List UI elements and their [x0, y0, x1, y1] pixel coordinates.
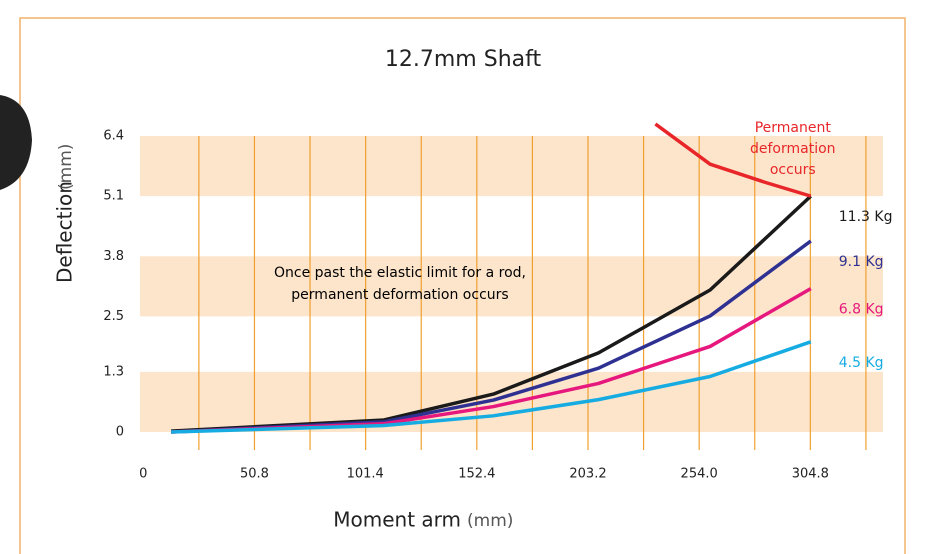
x-tick-label: 0: [139, 467, 147, 482]
series-label: 6.8 Kg: [839, 302, 884, 318]
annotation: Once past the elastic limit for a rod, p…: [245, 262, 555, 306]
series-label: 4.5 Kg: [839, 355, 884, 371]
y-tick-label: 0: [116, 425, 124, 440]
x-tick-label: 203.2: [569, 467, 606, 482]
x-axis-unit: (mm): [467, 511, 513, 531]
y-tick-label: 6.4: [103, 129, 124, 144]
chart-title: 12.7mm Shaft: [385, 47, 542, 72]
series-label: Permanent deformation occurs: [738, 118, 848, 181]
decoration: [0, 95, 32, 190]
y-axis-label: Deflection: [53, 181, 77, 283]
y-tick-label: 1.3: [103, 364, 124, 379]
x-tick-label: 50.8: [240, 467, 269, 482]
series-label: 9.1 Kg: [839, 254, 884, 270]
x-tick-label: 152.4: [458, 467, 495, 482]
y-tick-label: 5.1: [103, 189, 124, 204]
y-tick-label: 3.8: [103, 249, 124, 264]
page: {"chart_data": {"type": "line", "title":…: [0, 0, 925, 554]
y-axis-unit: (mm): [56, 144, 76, 190]
x-axis-label: Moment arm: [333, 508, 461, 532]
series-label: 11.3 Kg: [839, 209, 893, 225]
x-tick-label: 304.8: [792, 467, 829, 482]
x-tick-label: 254.0: [681, 467, 718, 482]
y-tick-label: 2.5: [103, 309, 124, 324]
x-tick-label: 101.4: [347, 467, 384, 482]
